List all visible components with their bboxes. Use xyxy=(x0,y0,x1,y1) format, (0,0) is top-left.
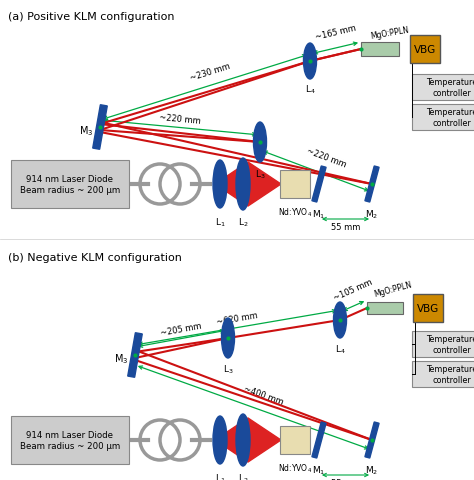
Bar xyxy=(11,161,129,209)
Bar xyxy=(280,171,310,199)
Ellipse shape xyxy=(236,159,250,211)
Text: 914 nm Laser Diode
Beam radius ~ 200 μm: 914 nm Laser Diode Beam radius ~ 200 μm xyxy=(20,175,120,194)
Ellipse shape xyxy=(254,123,266,163)
Bar xyxy=(312,422,326,458)
Bar xyxy=(412,361,474,387)
Bar xyxy=(365,422,379,458)
Bar xyxy=(280,426,310,454)
Text: MgO:PPLN: MgO:PPLN xyxy=(370,25,410,41)
Bar xyxy=(410,36,440,64)
Ellipse shape xyxy=(334,302,346,338)
Text: L$_2$: L$_2$ xyxy=(238,216,248,229)
Text: M$_2$: M$_2$ xyxy=(365,464,379,477)
Text: ~220 mm: ~220 mm xyxy=(305,145,347,168)
Bar xyxy=(412,105,474,131)
Text: L$_1$: L$_1$ xyxy=(215,472,225,480)
Bar xyxy=(412,331,474,357)
Text: ~620 mm: ~620 mm xyxy=(216,310,259,326)
Bar xyxy=(412,75,474,101)
Text: (b) Negative KLM configuration: (b) Negative KLM configuration xyxy=(8,252,182,263)
Text: 914 nm Laser Diode
Beam radius ~ 200 μm: 914 nm Laser Diode Beam radius ~ 200 μm xyxy=(20,431,120,450)
Bar xyxy=(93,106,107,150)
Bar xyxy=(365,167,379,203)
Text: L$_3$: L$_3$ xyxy=(223,363,233,376)
Text: VBG: VBG xyxy=(414,45,436,55)
Text: L$_1$: L$_1$ xyxy=(215,216,225,229)
Bar xyxy=(312,167,326,203)
Text: L$_3$: L$_3$ xyxy=(255,168,265,181)
Ellipse shape xyxy=(236,414,250,466)
Text: Temperature
controller: Temperature controller xyxy=(427,364,474,384)
Text: M$_2$: M$_2$ xyxy=(365,209,379,221)
Ellipse shape xyxy=(213,161,227,209)
Text: 55 mm: 55 mm xyxy=(331,479,360,480)
Text: ~230 mm: ~230 mm xyxy=(189,62,231,83)
Text: Nd:YVO$_4$: Nd:YVO$_4$ xyxy=(278,462,312,475)
Bar xyxy=(367,302,403,314)
Polygon shape xyxy=(215,163,281,206)
Text: ~105 mm: ~105 mm xyxy=(333,277,374,302)
Text: ~205 mm: ~205 mm xyxy=(160,321,203,337)
Ellipse shape xyxy=(221,318,235,358)
Text: M$_1$: M$_1$ xyxy=(312,464,326,477)
Text: ~165 mm: ~165 mm xyxy=(314,24,357,42)
Ellipse shape xyxy=(213,416,227,464)
Text: 55 mm: 55 mm xyxy=(331,223,360,232)
Bar xyxy=(128,333,142,377)
Text: Temperature
controller: Temperature controller xyxy=(427,78,474,97)
Text: (a) Positive KLM configuration: (a) Positive KLM configuration xyxy=(8,12,174,22)
Text: VBG: VBG xyxy=(417,303,439,313)
Ellipse shape xyxy=(303,44,317,80)
Text: ~400 mm: ~400 mm xyxy=(242,383,284,406)
Bar xyxy=(11,416,129,464)
Text: M$_3$: M$_3$ xyxy=(79,124,93,138)
Text: M$_3$: M$_3$ xyxy=(114,351,128,365)
Text: L$_4$: L$_4$ xyxy=(335,343,346,356)
Text: Nd:YVO$_4$: Nd:YVO$_4$ xyxy=(278,206,312,219)
Text: Temperature
controller: Temperature controller xyxy=(427,108,474,127)
Bar xyxy=(361,43,399,57)
Text: L$_4$: L$_4$ xyxy=(305,84,315,96)
Polygon shape xyxy=(215,418,281,462)
Text: Temperature
controller: Temperature controller xyxy=(427,335,474,354)
Text: ~220 mm: ~220 mm xyxy=(159,112,201,125)
Text: L$_2$: L$_2$ xyxy=(238,472,248,480)
Bar xyxy=(413,294,443,323)
Text: M$_1$: M$_1$ xyxy=(312,209,326,221)
Text: MgO:PPLN: MgO:PPLN xyxy=(373,280,413,299)
